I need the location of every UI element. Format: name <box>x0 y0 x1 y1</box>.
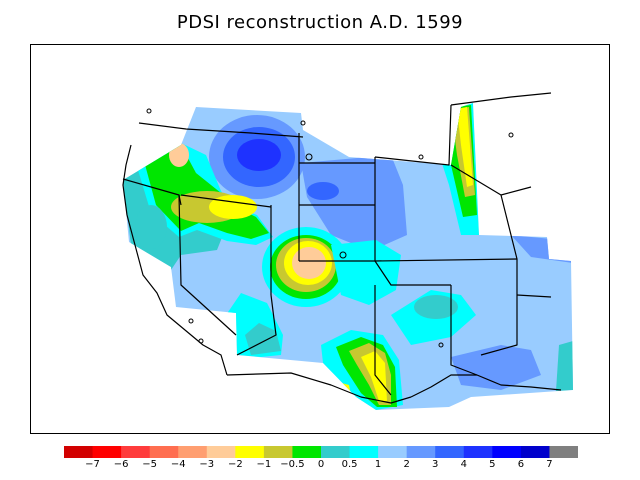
lake-3 <box>418 154 424 160</box>
legend-tick-label: 0.5 <box>341 459 358 470</box>
legend-tick-label: 5 <box>489 459 496 470</box>
border-co-nm <box>374 260 451 286</box>
legend-swatch <box>321 446 351 458</box>
border-ne-ks <box>500 194 518 295</box>
lakes <box>146 108 514 348</box>
contour-nw-4 <box>237 139 281 171</box>
contour-4corners-1 <box>331 240 401 305</box>
mexico-border <box>226 372 412 404</box>
map-frame <box>30 44 610 434</box>
pdsi-field <box>123 103 573 410</box>
legend-tick-label: 2 <box>403 459 410 470</box>
lake-4 <box>508 132 514 138</box>
legend-swatch <box>64 446 94 458</box>
legend-tick-label: 4 <box>460 459 467 470</box>
legend-swatch <box>463 446 493 458</box>
legend-tick-label: 6 <box>517 459 525 470</box>
legend-tick-label: −5 <box>142 459 158 470</box>
legend-swatch <box>121 446 151 458</box>
legend-swatch <box>378 446 408 458</box>
legend-swatch <box>435 446 465 458</box>
legend-swatch <box>178 446 208 458</box>
legend-swatch <box>263 446 293 458</box>
lake-5 <box>438 342 444 348</box>
legend-swatch <box>406 446 436 458</box>
contour-coast-05 <box>135 205 167 249</box>
colorbar-swatches <box>64 446 578 458</box>
contour-west-m2 <box>209 195 257 219</box>
contour-south-m2 <box>361 351 387 401</box>
border-az-nv <box>236 294 277 356</box>
border-ks-mo <box>516 294 552 298</box>
great-salt-lake <box>339 251 347 259</box>
legend-swatch <box>520 446 550 458</box>
contour-basin-m3 <box>292 247 326 279</box>
lake-2 <box>300 120 306 126</box>
border-id-nv <box>180 194 272 208</box>
legend-swatch <box>292 446 322 458</box>
border-co-ne-ks <box>374 258 518 262</box>
legend-tick-label: −1 <box>256 459 272 470</box>
legend-swatch <box>92 446 122 458</box>
pdsi-map <box>122 92 573 410</box>
border-ca-nv <box>178 194 237 336</box>
legend-tick-label: −2 <box>227 459 243 470</box>
border-ok-tx <box>480 295 518 356</box>
contour-se-05 <box>556 341 573 391</box>
legend-tick-label: 1 <box>374 459 382 470</box>
contour-plains-2 <box>301 155 407 251</box>
legend-swatch <box>235 446 265 458</box>
border-az-nm <box>374 285 392 396</box>
legend-swatch <box>149 446 179 458</box>
lake-1 <box>146 108 152 114</box>
island-1 <box>188 318 194 324</box>
legend-swatch <box>492 446 522 458</box>
contour-plains-3 <box>307 182 339 200</box>
legend-colorbar <box>64 446 578 458</box>
border-dakotas <box>374 104 452 166</box>
texas-border <box>410 374 562 398</box>
legend-tick-labels: −7 −6 −5 −4 −3 −2 −1 −0.5 0 0.5 1 2 3 4 5 6 7 <box>64 459 578 473</box>
contour-nm-05 <box>414 295 458 319</box>
contour-se-2 <box>451 345 541 390</box>
pacific-coast <box>122 144 228 376</box>
island-2 <box>198 338 204 344</box>
legend-tick-label: 0 <box>317 459 325 470</box>
lake-yellowstone <box>305 153 313 161</box>
legend-tick-label: −0.5 <box>280 459 305 470</box>
legend-tick-label: 3 <box>432 459 439 470</box>
legend-tick-label: −7 <box>85 459 100 470</box>
border-49th <box>138 122 304 138</box>
legend-swatch <box>549 446 578 458</box>
legend-swatch <box>206 446 236 458</box>
legend-tick-label: −4 <box>170 459 186 470</box>
legend-tick-label: −6 <box>113 459 129 470</box>
border-nd-north <box>450 92 552 106</box>
contour-np-m2 <box>457 107 473 187</box>
contour-sw-05 <box>245 323 281 355</box>
border-nm-tx <box>450 285 478 376</box>
contour-nwcorner-m3 <box>169 143 189 167</box>
state-boundaries <box>122 92 552 396</box>
legend-swatch <box>349 446 379 458</box>
legend-tick-label: −3 <box>199 459 215 470</box>
coastline <box>122 144 562 404</box>
border-sd-mn <box>450 164 532 196</box>
legend-tick-label: 7 <box>546 459 553 470</box>
map-title: PDSI reconstruction A.D. 1599 <box>176 12 464 33</box>
